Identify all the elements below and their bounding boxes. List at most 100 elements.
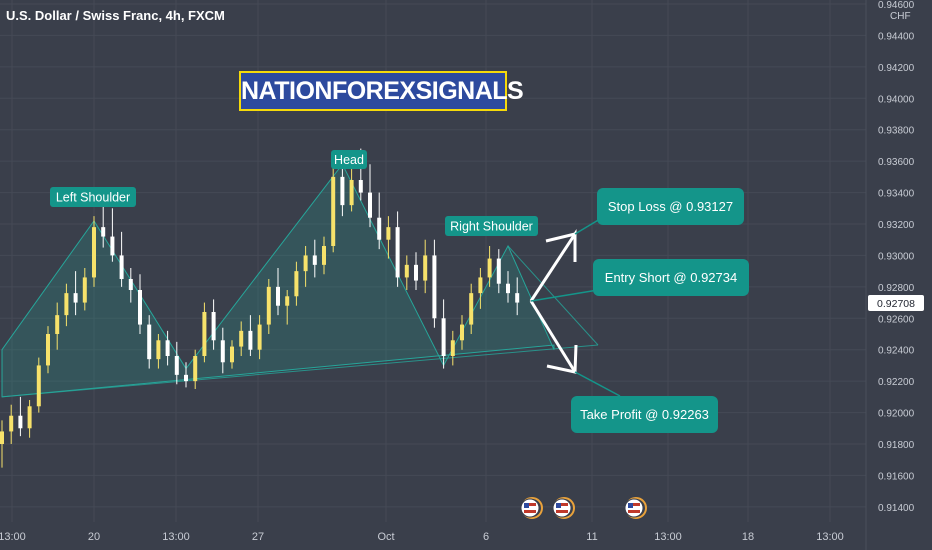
candle-body [303, 255, 308, 272]
candle-body [92, 227, 96, 278]
flag-stripe [628, 503, 640, 506]
flag-stripe [524, 510, 536, 513]
right-shoulder-label: Right Shoulder [450, 220, 533, 234]
candle-body [423, 255, 428, 281]
candle-body [9, 415, 14, 432]
candle-body [184, 374, 188, 382]
candle-body [73, 293, 78, 303]
candle-body [193, 356, 198, 382]
candle-body [460, 324, 464, 341]
take-profit-arrow [529, 300, 577, 373]
x-tick-label: 18 [742, 531, 754, 543]
candle-body [211, 312, 216, 341]
candle-body [506, 283, 510, 294]
candle-body [101, 227, 106, 237]
x-tick-label: 13:00 [654, 531, 682, 543]
candle-body [46, 334, 50, 366]
candle-body [414, 264, 418, 281]
candle-body [487, 258, 492, 278]
neckline [1, 344, 599, 398]
candle-body [368, 192, 372, 218]
stop-loss-arrow [529, 228, 577, 302]
take-profit-label: Take Profit @ 0.92263 [580, 407, 709, 422]
y-tick-label: 0.93600 [878, 157, 915, 168]
candle-body [156, 340, 161, 360]
last-price-label: 0.92708 [877, 298, 915, 310]
candle-body [358, 180, 363, 193]
flag-canton [556, 503, 561, 508]
candle-body [404, 264, 409, 278]
candle-body [27, 406, 32, 429]
event-icons [520, 497, 647, 519]
head-label: Head [334, 153, 364, 167]
candle-body [64, 293, 69, 316]
currency-label: CHF [890, 11, 911, 22]
y-tick-label: 0.92200 [878, 377, 915, 388]
price-axis: 0.94600 0.94400 0.94200 0.94000 0.93800 0.936… [865, 0, 924, 550]
candle-body [386, 227, 391, 240]
candle-body [312, 255, 317, 265]
event-face [520, 498, 540, 518]
flag-stripe [556, 510, 568, 513]
symbol-title: U.S. Dollar / Swiss Franc, 4h, FXCM [6, 8, 225, 23]
x-tick-label: 13:00 [0, 531, 26, 543]
stop-loss-label: Stop Loss @ 0.93127 [608, 199, 733, 214]
stop-loss-label-bg [597, 188, 744, 225]
flag-stripe [628, 510, 640, 513]
candle-body [110, 236, 115, 256]
entry-short-label-bg [593, 259, 749, 296]
candle-body [257, 324, 262, 350]
candle-body [478, 277, 483, 294]
annotation-labels: Left Shoulder Head Right Shoulder Stop Loss… [50, 150, 749, 433]
flag-canton [628, 503, 633, 508]
flag-canton [524, 503, 529, 508]
candle-body [349, 180, 354, 206]
y-tick-label: 0.93800 [878, 126, 915, 137]
candle-body [138, 290, 142, 325]
candle-body [285, 296, 290, 306]
candle-body [165, 340, 170, 356]
right-shoulder-slope [507, 245, 599, 346]
candle-body [266, 286, 271, 325]
watermark-banner: NATIONFOREXSIGNALS [239, 71, 524, 111]
candle-body [230, 346, 234, 363]
x-tick-label: 27 [252, 531, 264, 543]
y-tick-label: 0.94000 [878, 94, 915, 105]
right-shoulder-label-bg [445, 216, 538, 236]
y-tick-label: 0.91400 [878, 503, 915, 514]
candle-body [119, 255, 124, 279]
flag-stripe [556, 503, 568, 506]
candle-body [55, 315, 60, 334]
y-tick-label: 0.91800 [878, 440, 915, 451]
time-axis: 13:00 20 13:00 27 Oct 6 11 13:00 18 13:00 [0, 531, 844, 543]
y-tick-label: 0.93200 [878, 220, 915, 231]
y-tick-label: 0.94400 [878, 31, 915, 42]
x-tick-label: 13:00 [162, 531, 190, 543]
candle-body [377, 217, 382, 240]
candle-body [331, 176, 336, 246]
y-tick-label: 0.92400 [878, 346, 915, 357]
candle-body [469, 293, 474, 325]
last-price-badge [868, 295, 924, 311]
candle-body [202, 312, 207, 356]
candle-body [515, 293, 520, 303]
candle-body [220, 340, 225, 363]
candle-body [248, 330, 253, 350]
flag-stripe [524, 503, 536, 506]
y-tick-label: 0.93000 [878, 251, 915, 262]
candle-body [147, 324, 152, 360]
candle-body [340, 176, 345, 206]
head-label-bg [331, 150, 367, 169]
candle-body [294, 271, 299, 297]
event-face [624, 498, 644, 518]
trade-arrows [529, 215, 621, 397]
candle-body [496, 258, 501, 284]
take-profit-label-bg [571, 396, 718, 433]
candle-body [82, 277, 87, 303]
candle-body [432, 255, 437, 319]
take-profit-connector [574, 371, 621, 397]
candle-body [450, 340, 455, 356]
candle-body [322, 246, 326, 265]
candle-body [36, 365, 41, 407]
